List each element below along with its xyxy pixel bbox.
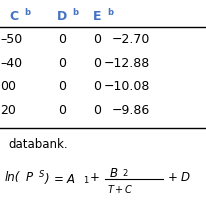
Text: 0: 0: [58, 104, 66, 117]
Text: ) = $A$: ) = $A$: [44, 171, 76, 186]
Text: 20: 20: [0, 104, 16, 117]
Text: 0: 0: [93, 33, 101, 46]
Text: 0: 0: [93, 80, 101, 93]
Text: −12.88: −12.88: [104, 57, 150, 70]
Text: 1: 1: [83, 176, 89, 185]
Text: b: b: [72, 8, 78, 17]
Text: b: b: [107, 8, 113, 17]
Text: 0: 0: [58, 33, 66, 46]
Text: −9.86: −9.86: [112, 104, 150, 117]
Text: $T + C$: $T + C$: [107, 183, 134, 195]
Text: –50: –50: [0, 33, 22, 46]
Text: $P$: $P$: [25, 171, 34, 184]
Text: b: b: [25, 8, 31, 17]
Text: + $D$: + $D$: [167, 171, 191, 184]
Text: E: E: [92, 10, 101, 23]
Text: −2.70: −2.70: [112, 33, 150, 46]
Text: 0: 0: [93, 57, 101, 70]
Text: $S$: $S$: [38, 168, 45, 179]
Text: 00: 00: [0, 80, 16, 93]
Text: C: C: [10, 10, 19, 23]
Text: $B$: $B$: [109, 167, 118, 180]
Text: databank.: databank.: [8, 138, 68, 151]
Text: 2: 2: [123, 169, 128, 178]
Text: 0: 0: [58, 80, 66, 93]
Text: 0: 0: [93, 104, 101, 117]
Text: ln(: ln(: [4, 171, 20, 184]
Text: 0: 0: [58, 57, 66, 70]
Text: –40: –40: [0, 57, 22, 70]
Text: −10.08: −10.08: [104, 80, 150, 93]
Text: D: D: [57, 10, 67, 23]
Text: +: +: [90, 171, 99, 184]
